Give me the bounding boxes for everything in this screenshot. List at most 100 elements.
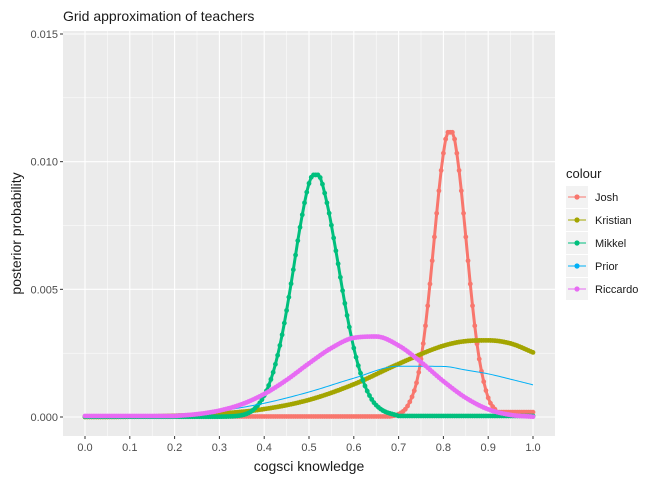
x-tick-label: 1.0 [525,442,540,454]
series-point-josh [449,129,455,135]
series-point-josh [456,168,462,173]
series-point-josh [452,136,457,142]
series-point-mikkel [324,200,330,206]
series-point-mikkel [273,361,278,367]
series-point-mikkel [364,388,370,394]
series-point-mikkel [284,308,289,313]
series-point-mikkel [322,190,328,196]
legend-label-kristian: Kristian [595,215,632,227]
series-point-josh [436,188,442,194]
x-tick-label: 0.3 [212,442,227,454]
y-tick-label: 0.005 [30,284,58,296]
series-point-josh [454,150,460,156]
series-point-josh [458,188,464,194]
series-point-mikkel [304,189,310,195]
series-point-josh [463,234,469,240]
chart-title: Grid approximation of teachers [63,8,254,24]
y-tick-label: 0.000 [30,412,58,424]
y-tick-label: 0.010 [30,157,58,169]
series-point-mikkel [362,383,368,389]
series-point-mikkel [281,320,287,326]
series-point-josh [432,234,437,240]
series-point-josh [407,399,413,405]
series-point-mikkel [277,343,283,348]
series-riccardo [82,334,536,420]
series-point-mikkel [367,393,372,398]
series-point-josh [485,395,491,401]
series-point-mikkel [317,175,323,180]
legend: colour Josh Kristian Mikkel Prior Riccardo [566,166,638,300]
series-point-mikkel [299,212,305,218]
series-point-mikkel [270,369,276,375]
series-point-josh [530,409,536,415]
series-point-mikkel [288,281,294,287]
series-point-mikkel [295,238,301,244]
series-point-josh [481,379,487,385]
legend-title: colour [566,166,602,181]
legend-item-prior: Prior [566,255,619,277]
series-point-josh [405,403,410,409]
series-point-mikkel [355,363,361,368]
legend-item-riccardo: Riccardo [566,278,638,300]
series-point-mikkel [290,267,296,273]
x-tick-label: 0.2 [167,442,182,454]
y-axis: 0.000 0.005 0.010 0.015 [30,29,63,424]
series-point-josh [470,303,475,309]
series-point-mikkel [302,200,307,206]
series-point-josh [467,281,473,287]
series-point-josh [441,150,446,156]
x-tick-label: 0.4 [257,442,272,454]
series-point-josh [427,281,433,287]
x-tick-label: 0.5 [301,442,316,454]
series-point-josh [434,210,440,216]
x-tick-label: 0.9 [481,442,496,454]
series-point-mikkel [297,224,303,230]
series-point-mikkel [306,180,312,186]
x-axis: 0.0 0.1 0.2 0.3 0.4 0.5 0.6 0.7 0.8 0.9 1.0 [77,436,541,454]
series-point-josh [411,388,417,394]
series-point-kristian [530,350,536,355]
series-point-mikkel [358,370,363,376]
series-point-mikkel [353,354,359,360]
series-point-mikkel [344,313,350,318]
x-tick-label: 0.6 [346,442,361,454]
series-point-mikkel [266,383,272,388]
series-point-josh [423,323,428,329]
legend-label-mikkel: Mikkel [595,238,626,250]
major-gridlines [63,31,555,436]
series-point-josh [465,258,471,264]
legend-item-josh: Josh [566,186,618,208]
series-point-mikkel [320,181,325,187]
x-axis-title: cogsci knowledge [254,458,365,474]
series-point-mikkel [275,352,281,358]
series-point-mikkel [293,252,298,258]
series-point-mikkel [335,261,341,267]
legend-item-kristian: Kristian [566,209,632,231]
x-tick-label: 0.8 [436,442,451,454]
series-point-mikkel [333,248,339,254]
y-axis-title: posterior probability [8,172,24,294]
y-tick-label: 0.015 [30,29,58,41]
legend-key-point-josh [574,194,580,200]
series-point-mikkel [268,376,274,382]
x-tick-label: 0.0 [77,442,92,454]
legend-label-riccardo: Riccardo [595,284,638,296]
series-point-josh [483,388,489,393]
series-point-josh [488,400,493,406]
series-point-mikkel [326,210,332,216]
legend-item-mikkel: Mikkel [566,232,626,254]
series-point-mikkel [360,377,366,383]
series-point-josh [414,380,419,386]
x-tick-label: 0.7 [391,442,406,454]
series-point-josh [476,356,482,362]
series-point-josh [429,258,435,264]
series-point-josh [416,369,422,375]
series-point-josh [443,136,449,142]
legend-key-point-kristian [574,217,580,223]
series-layer [82,129,536,420]
legend-label-josh: Josh [595,192,618,204]
legend-key-point-mikkel [574,240,580,246]
series-point-josh [472,323,478,329]
series-point-mikkel [329,222,334,228]
